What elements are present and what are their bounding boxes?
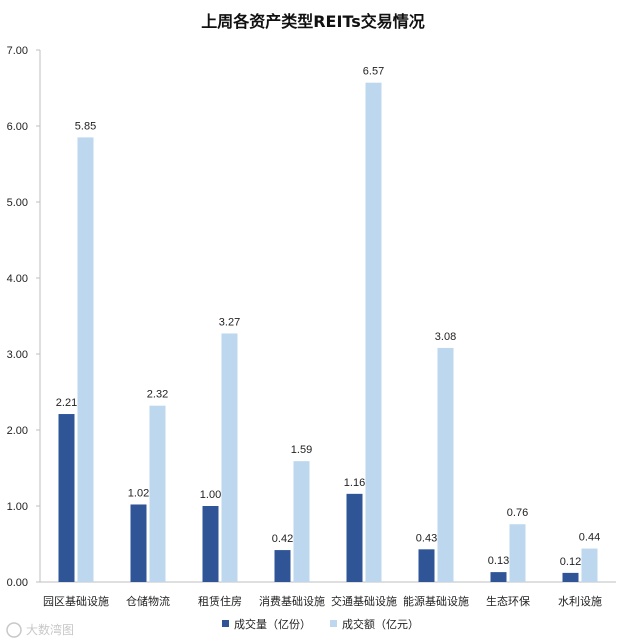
- bar: [274, 550, 291, 582]
- x-tick-label: 园区基础设施: [43, 595, 109, 608]
- x-tick-label: 租赁住房: [198, 594, 242, 608]
- watermark-icon: [6, 622, 22, 638]
- y-tick-label: 0.00: [7, 577, 28, 589]
- y-tick-label: 3.00: [7, 349, 28, 361]
- bar: [562, 572, 579, 582]
- bar: [130, 504, 147, 582]
- legend-swatch: [222, 620, 229, 627]
- y-tick-label: 5.00: [7, 197, 28, 209]
- y-tick-label: 6.00: [7, 121, 28, 133]
- data-label: 1.00: [200, 489, 221, 501]
- bars: [58, 82, 598, 583]
- data-label: 6.57: [363, 66, 384, 78]
- bar: [437, 347, 454, 582]
- bar: [221, 333, 238, 582]
- data-label: 1.02: [128, 487, 149, 499]
- x-tick-label: 消费基础设施: [259, 594, 325, 608]
- x-tick-label: 生态环保: [486, 594, 530, 608]
- bar: [149, 405, 166, 582]
- bar: [77, 137, 94, 582]
- data-label: 5.85: [75, 120, 96, 132]
- bar: [58, 414, 75, 582]
- x-tick-label: 能源基础设施: [403, 594, 469, 608]
- x-tick-label: 交通基础设施: [331, 594, 397, 608]
- axes: 0.00 1.00 2.00 3.00 4.00 5.00 6.00 7.00 园区基础设施 仓储…: [7, 45, 616, 608]
- bar: [490, 572, 507, 582]
- x-tick-label: 水利设施: [558, 595, 602, 608]
- chart-title: 上周各资产类型REITs交易情况: [201, 12, 425, 31]
- data-label: 0.42: [272, 533, 293, 545]
- data-label: 0.12: [560, 556, 581, 568]
- bar: [418, 549, 435, 582]
- bar: [509, 524, 526, 582]
- legend-label: 成交额（亿元）: [342, 617, 419, 631]
- watermark-text: 大数湾图: [26, 622, 74, 637]
- bar: [346, 493, 363, 582]
- bar: [202, 506, 219, 582]
- data-label: 1.16: [344, 477, 365, 489]
- data-label: 3.27: [219, 316, 240, 328]
- legend-label: 成交量（亿份）: [234, 617, 311, 631]
- data-label: 0.44: [579, 532, 600, 544]
- y-tick-label: 1.00: [7, 501, 28, 513]
- data-label: 1.59: [291, 444, 312, 456]
- data-label: 2.32: [147, 389, 168, 401]
- y-tick-label: 4.00: [7, 273, 28, 285]
- data-label: 0.76: [507, 507, 528, 519]
- y-tick-label: 2.00: [7, 425, 28, 437]
- watermark: 大数湾图: [6, 622, 74, 638]
- bar: [365, 82, 382, 583]
- bar: [293, 461, 310, 582]
- x-tick-label: 仓储物流: [126, 594, 170, 608]
- data-label: 3.08: [435, 331, 456, 343]
- data-labels: 2.21 5.85 1.02 2.32 1.00 3.27 0.42 1.59 1.16 6.57…: [56, 66, 600, 568]
- data-label: 2.21: [56, 397, 77, 409]
- bar: [581, 548, 598, 582]
- data-label: 0.43: [416, 532, 437, 544]
- y-tick-label: 7.00: [7, 45, 28, 57]
- data-label: 0.13: [488, 555, 509, 567]
- legend: 成交量（亿份） 成交额（亿元）: [222, 617, 419, 631]
- legend-swatch: [330, 620, 337, 627]
